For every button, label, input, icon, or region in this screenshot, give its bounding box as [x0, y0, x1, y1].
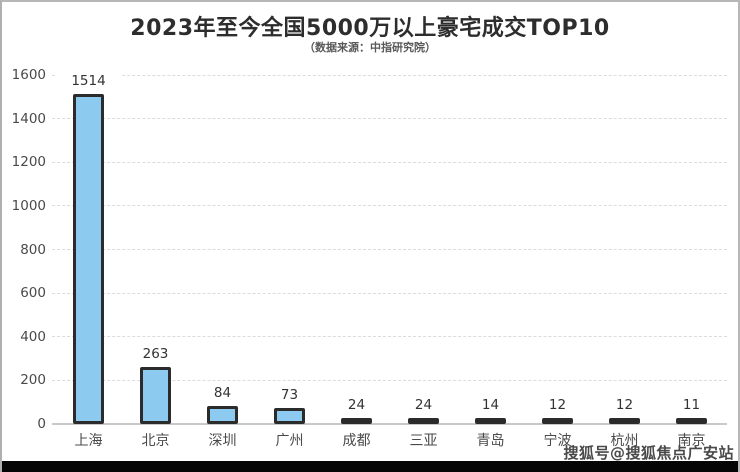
x-axis-category-label: 深圳	[208, 433, 237, 449]
bar-value-label: 1514	[56, 72, 121, 90]
bar-广州	[274, 408, 305, 424]
y-axis-tick-label: 200	[20, 372, 46, 389]
footer-black-strip	[2, 461, 738, 472]
y-axis-tick-label: 1000	[11, 197, 46, 214]
x-axis-category-label: 上海	[74, 433, 103, 449]
gridline-y1000	[52, 205, 727, 207]
bar-青岛	[475, 418, 506, 424]
y-axis-tick-label: 1600	[11, 67, 46, 83]
bar-value-label: 24	[324, 397, 389, 414]
bar-value-label: 24	[391, 397, 456, 414]
x-axis-category-label: 三亚	[409, 433, 438, 449]
bar-value-label: 11	[659, 397, 724, 414]
gridline-y1200	[52, 161, 727, 163]
y-axis-tick-label: 0	[37, 416, 46, 432]
bar-value-label: 73	[257, 387, 322, 405]
x-axis-category-label: 青岛	[476, 433, 505, 449]
bar-value-label: 263	[123, 345, 188, 363]
gridline-y200	[52, 379, 727, 381]
chart-title: 2023年至今全国5000万以上豪宅成交TOP10	[130, 16, 610, 41]
gridline-y400	[52, 336, 727, 338]
y-axis-tick-label: 800	[20, 241, 46, 258]
y-axis-tick-label: 400	[20, 328, 46, 345]
bar-南京	[676, 418, 707, 424]
gridline-y800	[52, 249, 727, 250]
x-axis-category-label: 成都	[342, 433, 371, 449]
y-axis-tick-label: 1400	[11, 110, 46, 127]
gridline-y1600	[52, 74, 727, 76]
y-axis-tick-label: 1200	[11, 154, 46, 171]
bar-value-label: 14	[458, 397, 523, 414]
x-axis-line	[52, 423, 727, 425]
x-axis-category-label: 北京	[141, 433, 170, 449]
bar-上海	[73, 93, 104, 424]
bar-杭州	[609, 418, 640, 424]
bar-深圳	[207, 405, 238, 424]
x-axis-category-label: 广州	[275, 433, 304, 449]
bar-value-label: 84	[190, 384, 255, 402]
bar-三亚	[408, 418, 439, 424]
gridline-y1400	[52, 118, 727, 120]
x-axis-category-label: 杭州	[610, 433, 639, 449]
bar-value-label: 12	[592, 397, 657, 414]
watermark-text: 搜狐号@搜狐焦点广安站	[563, 444, 734, 462]
y-axis-tick-label: 600	[20, 285, 46, 302]
bar-宁波	[542, 418, 573, 424]
bar-value-label: 12	[525, 397, 590, 414]
bar-北京	[140, 366, 171, 424]
x-axis-category-label: 南京	[677, 433, 706, 449]
gridline-y600	[52, 292, 727, 294]
x-axis-category-label: 宁波	[543, 433, 572, 449]
chart-subtitle: （数据来源：中指研究院）	[304, 41, 436, 54]
bar-成都	[341, 418, 372, 424]
